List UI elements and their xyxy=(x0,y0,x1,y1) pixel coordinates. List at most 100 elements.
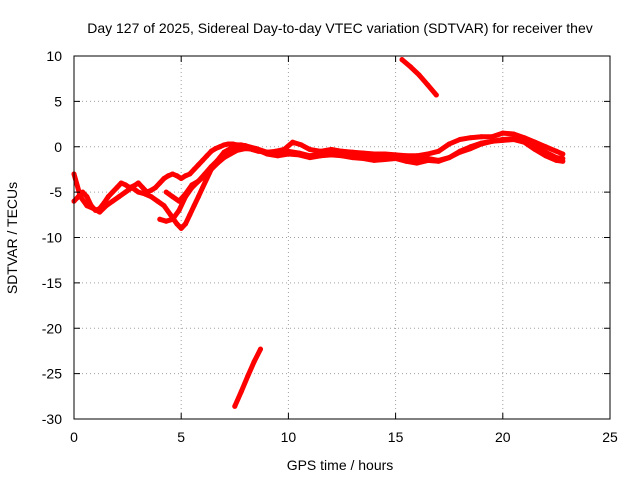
data-point xyxy=(183,221,188,227)
data-point xyxy=(446,141,452,147)
data-point xyxy=(258,346,263,352)
data-point xyxy=(148,187,154,193)
y-tick-label: -10 xyxy=(42,230,62,246)
x-axis-label: GPS time / hours xyxy=(287,457,394,473)
data-point xyxy=(403,158,409,164)
data-point xyxy=(114,185,120,191)
y-tick-label: 10 xyxy=(46,48,62,64)
data-point xyxy=(285,151,291,157)
data-point xyxy=(161,176,167,181)
data-point xyxy=(200,157,206,163)
data-point xyxy=(195,194,201,200)
x-tick-label: 10 xyxy=(281,429,297,445)
data-point xyxy=(157,216,163,222)
data-point xyxy=(433,92,439,98)
data-point xyxy=(489,134,495,140)
x-tick-label: 0 xyxy=(70,429,78,445)
data-point xyxy=(110,198,116,204)
data-point xyxy=(393,156,399,161)
data-point xyxy=(163,189,169,195)
data-point xyxy=(191,203,197,209)
data-point xyxy=(553,155,559,161)
series-track-a xyxy=(71,130,566,213)
data-point xyxy=(140,185,146,191)
data-point xyxy=(170,194,176,200)
data-point xyxy=(84,203,90,209)
data-point xyxy=(232,403,238,409)
data-point xyxy=(110,189,116,195)
data-point xyxy=(116,194,122,200)
data-point xyxy=(275,153,281,159)
x-tick-label: 5 xyxy=(177,429,185,445)
data-point xyxy=(189,182,195,188)
y-tick-label: 5 xyxy=(54,93,62,109)
data-point xyxy=(204,153,210,159)
data-point xyxy=(521,138,527,144)
data-point xyxy=(553,148,559,154)
y-tick-label: -30 xyxy=(42,411,62,427)
data-point xyxy=(543,149,549,155)
data-point xyxy=(105,194,111,200)
y-tick-label: 0 xyxy=(54,139,62,155)
data-point xyxy=(191,166,197,172)
data-point xyxy=(253,147,259,152)
data-point xyxy=(251,359,257,365)
data-point xyxy=(215,157,221,163)
data-point xyxy=(174,221,180,227)
data-point xyxy=(183,191,188,197)
series-layer xyxy=(71,57,566,409)
data-point xyxy=(170,216,176,222)
data-point xyxy=(560,151,566,157)
data-point xyxy=(234,147,240,153)
data-point xyxy=(221,153,227,159)
grid xyxy=(74,56,610,419)
data-point xyxy=(328,152,334,158)
data-point xyxy=(500,137,506,142)
data-point xyxy=(511,136,516,142)
data-point xyxy=(290,139,296,145)
x-tick-label: 15 xyxy=(388,429,404,445)
data-point xyxy=(360,150,366,156)
ticks: 0 5 10 15 20 25 -30 -25 -20 -15 -10 -5 0 5 10 xyxy=(42,48,618,445)
data-point xyxy=(436,158,441,164)
data-point xyxy=(123,189,128,195)
data-point xyxy=(208,148,214,154)
data-point xyxy=(560,156,566,161)
data-point xyxy=(468,135,474,141)
data-point xyxy=(135,189,141,195)
y-tick-label: -15 xyxy=(42,275,62,291)
data-point xyxy=(221,142,227,148)
data-point xyxy=(436,148,441,154)
data-point xyxy=(371,157,377,163)
data-point xyxy=(307,147,313,152)
data-point xyxy=(532,144,538,150)
data-point xyxy=(511,131,516,137)
data-point xyxy=(360,156,366,161)
chart-title: Day 127 of 2025, Sidereal Day-to-day VTE… xyxy=(87,20,593,36)
data-point xyxy=(238,389,244,395)
data-point xyxy=(213,146,218,152)
data-point xyxy=(142,191,148,197)
data-point xyxy=(425,157,431,163)
data-point xyxy=(371,151,377,157)
data-point xyxy=(208,164,214,170)
data-point xyxy=(123,182,128,188)
data-point xyxy=(155,198,161,204)
data-point xyxy=(168,212,173,218)
x-tick-label: 20 xyxy=(495,429,511,445)
data-point xyxy=(163,218,169,224)
data-point xyxy=(457,137,463,142)
data-point xyxy=(217,144,223,150)
data-point xyxy=(118,180,124,186)
data-point xyxy=(170,171,176,177)
data-point xyxy=(195,178,201,184)
data-point xyxy=(500,130,506,136)
y-tick-label: -5 xyxy=(50,184,63,200)
data-point xyxy=(243,146,248,152)
data-point xyxy=(183,173,188,179)
data-point xyxy=(245,373,251,379)
data-point xyxy=(97,209,103,215)
data-point xyxy=(77,194,83,200)
data-point xyxy=(202,171,208,177)
data-point xyxy=(187,171,193,177)
